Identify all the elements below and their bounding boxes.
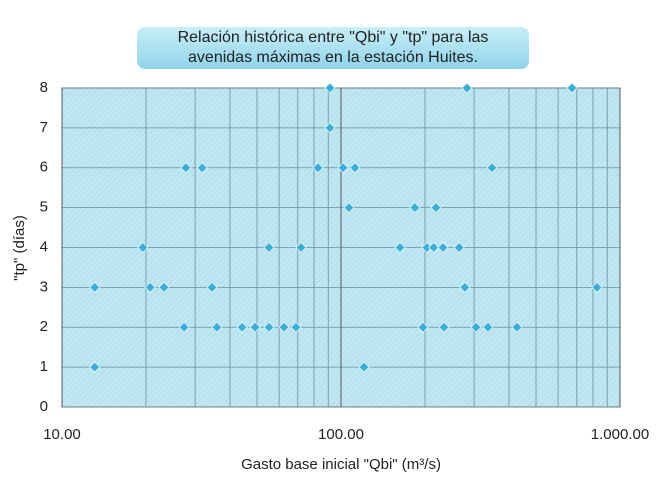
point <box>324 122 336 134</box>
point <box>417 321 429 333</box>
y-tick-label: 4 <box>40 238 48 255</box>
y-tick-label: 7 <box>40 119 48 136</box>
point <box>428 241 440 254</box>
point <box>461 82 473 94</box>
y-tick-label: 0 <box>40 398 48 415</box>
y-tick-label: 5 <box>40 199 48 216</box>
point <box>438 321 450 333</box>
point <box>249 321 261 333</box>
point <box>144 281 156 293</box>
point <box>394 241 406 254</box>
point <box>206 281 218 293</box>
x-tick-label: 10.00 <box>43 426 81 443</box>
point <box>158 281 170 293</box>
y-tick-label: 1 <box>40 358 48 375</box>
y-tick-label: 8 <box>40 79 48 96</box>
point <box>482 321 494 333</box>
chart-title: Relación histórica entre "Qbi" y "tp" pa… <box>178 29 489 46</box>
chart-title: avenidas máximas en la estación Huites. <box>188 49 478 66</box>
point <box>459 281 471 293</box>
point <box>263 321 275 333</box>
point <box>358 361 370 373</box>
point <box>295 241 307 254</box>
point <box>591 281 603 293</box>
point <box>453 241 465 254</box>
point <box>409 202 421 214</box>
point <box>566 82 578 94</box>
point <box>211 321 223 333</box>
point <box>430 202 442 214</box>
point <box>511 321 523 333</box>
point <box>278 321 290 333</box>
title-box <box>137 27 529 69</box>
point <box>89 281 101 293</box>
point <box>263 241 275 254</box>
x-axis-label: Gasto base inicial "Qbi" (m³/s) <box>241 456 441 473</box>
point <box>337 162 349 174</box>
y-tick-label: 6 <box>40 159 48 176</box>
y-tick-label: 3 <box>40 278 48 295</box>
point <box>236 321 248 333</box>
point <box>437 241 449 254</box>
point <box>180 162 192 174</box>
point <box>137 241 149 254</box>
x-tick-label: 1.000.00 <box>591 426 649 443</box>
point <box>196 162 208 174</box>
point <box>178 321 190 333</box>
point <box>343 202 355 214</box>
y-axis-label: "tp" (días) <box>11 215 28 281</box>
point <box>312 162 324 174</box>
y-tick-label: 2 <box>40 318 48 335</box>
point <box>89 361 101 373</box>
x-tick-label: 100.00 <box>318 426 364 443</box>
point <box>290 321 302 333</box>
point <box>470 321 482 333</box>
point <box>486 162 498 174</box>
point <box>349 162 361 174</box>
point <box>324 82 336 94</box>
